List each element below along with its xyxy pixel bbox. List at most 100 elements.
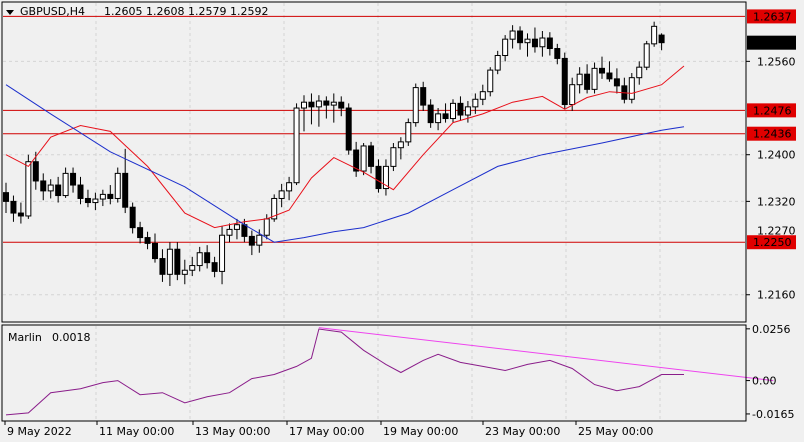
bearish-candle [599, 67, 605, 74]
time-tick-label: 23 May 00:00 [485, 425, 560, 438]
bullish-candle [397, 141, 404, 149]
bullish-candle [271, 197, 278, 220]
indicator-tick-label: 0.0256 [752, 323, 791, 336]
bearish-candle [107, 193, 114, 199]
bullish-candle [360, 145, 367, 172]
ohlc-quote: 1.2605 1.2608 1.2579 1.2592 [104, 5, 268, 18]
bearish-candle [40, 180, 47, 192]
level-price-label: 1.2476 [753, 104, 792, 117]
bearish-candle [159, 258, 166, 275]
bearish-candle [442, 113, 449, 120]
bearish-candle [55, 184, 62, 197]
bearish-candle [561, 57, 568, 106]
bullish-candle [487, 69, 494, 93]
bullish-candle [524, 38, 531, 44]
bearish-candle [152, 242, 158, 260]
candlesticks [3, 21, 665, 286]
symbol-timeframe: GBPUSD,H4 [20, 5, 85, 18]
bearish-candle [204, 252, 211, 264]
price-tick-label: 1.2160 [757, 289, 796, 302]
level-price-box[interactable] [747, 235, 796, 250]
bearish-candle [84, 197, 91, 204]
bearish-candle [174, 248, 181, 275]
bearish-candle [241, 224, 248, 237]
bearish-candle [323, 100, 330, 106]
bearish-candle [368, 145, 375, 167]
indicator-trendline[interactable] [318, 327, 774, 382]
time-tick-label: 19 May 00:00 [383, 425, 458, 438]
bullish-candle [25, 161, 32, 217]
bullish-candle [472, 98, 479, 108]
bullish-candle [47, 184, 54, 192]
bearish-candle [420, 87, 427, 106]
bullish-candle [219, 234, 226, 272]
bearish-candle [137, 227, 144, 239]
level-price-box[interactable] [747, 9, 796, 24]
bearish-candle [606, 72, 613, 80]
blue-moving-average [5, 84, 685, 243]
level-price-label: 1.2637 [753, 10, 792, 23]
bearish-candle [129, 206, 136, 229]
bullish-candle [390, 147, 397, 167]
bullish-candle [226, 228, 233, 236]
bullish-candle [256, 234, 263, 246]
bullish-candle [643, 43, 650, 68]
bullish-candle [636, 66, 643, 79]
bullish-candle [196, 252, 203, 267]
bullish-candle [99, 193, 106, 200]
bullish-candle [405, 122, 412, 143]
bullish-candle [263, 218, 270, 236]
indicator-grid [95, 326, 661, 420]
bearish-candle [457, 102, 464, 116]
bullish-candle [628, 77, 635, 100]
dropdown-triangle-icon[interactable] [6, 10, 14, 15]
bearish-candle [144, 237, 151, 244]
bullish-candle [189, 265, 196, 271]
price-pane[interactable]: GBPUSD,H4 1.2605 1.2608 1.2579 1.2592 [1, 1, 747, 323]
bearish-candle [546, 37, 553, 50]
bullish-candle [181, 269, 188, 275]
bearish-candle [584, 73, 591, 90]
indicator-axis[interactable]: 0.0256 0.00 -0.0165 [745, 323, 794, 421]
bearish-candle [427, 104, 434, 124]
bearish-candle [517, 30, 524, 44]
bullish-candle [450, 102, 456, 120]
level-price-box[interactable] [747, 103, 796, 118]
bullish-candle [412, 87, 419, 124]
bullish-candle [539, 37, 546, 48]
bearish-candle [77, 184, 84, 199]
bullish-candle [509, 30, 516, 40]
bearish-candle [10, 200, 17, 214]
time-tick-label: 9 May 2022 [7, 425, 72, 438]
bullish-candle [464, 106, 471, 116]
indicator-name: Marlin [8, 331, 42, 344]
bullish-candle [382, 165, 389, 190]
bearish-candle [308, 101, 315, 108]
bearish-candle [345, 107, 352, 151]
time-tick-label: 17 May 00:00 [289, 425, 364, 438]
bearish-candle [658, 34, 665, 44]
time-axis[interactable]: 9 May 2022 11 May 00:00 13 May 00:00 17 May… [4, 421, 653, 438]
current-price-label: 1.2592 [753, 37, 792, 50]
bullish-candle [286, 182, 293, 192]
indicator-tick-label: -0.0165 [752, 408, 794, 421]
price-tick-label: 1.2400 [757, 149, 796, 162]
indicator-pane[interactable]: Marlin 0.0018 [1, 324, 774, 422]
bearish-candle [3, 192, 9, 202]
bearish-candle [70, 172, 77, 186]
bullish-candle [114, 172, 121, 199]
level-price-box[interactable] [747, 126, 796, 141]
chart-header: GBPUSD,H4 1.2605 1.2608 1.2579 1.2592 [6, 5, 268, 18]
bullish-candle [576, 73, 583, 86]
marlin-oscillator-line [5, 328, 684, 416]
horizontal-levels[interactable] [3, 15, 745, 243]
time-tick-label: 13 May 00:00 [195, 425, 270, 438]
bearish-candle [375, 165, 382, 190]
price-tick-label: 1.2320 [757, 195, 796, 208]
bullish-candle [62, 172, 69, 197]
bullish-candle [315, 100, 322, 108]
bearish-candle [122, 172, 129, 208]
price-axis[interactable]: 1.2560 1.2400 1.2320 1.2160 1.2270 1.2637 1.24… [745, 2, 796, 322]
level-price-label: 1.2250 [753, 236, 792, 249]
